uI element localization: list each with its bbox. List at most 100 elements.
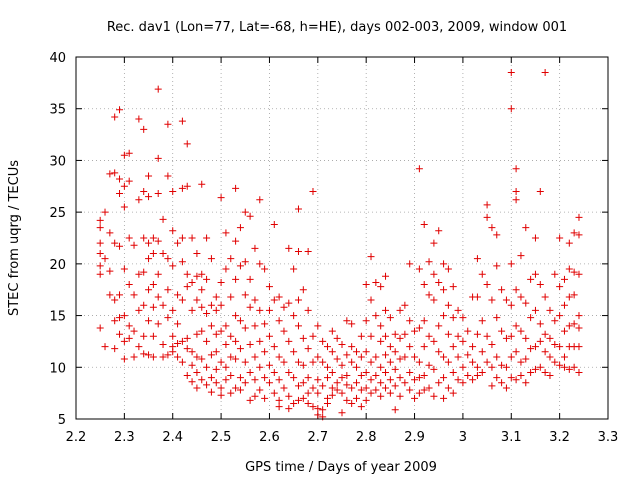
- data-point: [411, 327, 419, 335]
- y-tick-label: 25: [49, 206, 66, 221]
- x-tick-label: 2.6: [259, 430, 280, 445]
- data-point: [415, 358, 423, 366]
- data-point: [285, 244, 293, 252]
- data-point: [473, 293, 481, 301]
- data-point: [401, 353, 409, 361]
- data-point: [294, 358, 302, 366]
- data-point: [106, 291, 114, 299]
- data-point: [111, 239, 119, 247]
- x-tick-labels: 2.2 2.3 2.4 2.5 2.6 2.7 2.8 2.9 3 3.1 3.2 3.3: [66, 430, 619, 445]
- data-point: [415, 165, 423, 173]
- data-point: [193, 330, 201, 338]
- data-point: [280, 303, 288, 311]
- data-point: [493, 374, 501, 382]
- data-point: [556, 312, 564, 320]
- data-point: [183, 270, 191, 278]
- data-point: [483, 213, 491, 221]
- data-point: [517, 327, 525, 335]
- data-point: [111, 169, 119, 177]
- data-point: [440, 353, 448, 361]
- data-point: [435, 322, 443, 330]
- data-point: [222, 265, 230, 273]
- x-tick-label: 2.5: [211, 430, 232, 445]
- data-point: [111, 317, 119, 325]
- data-point: [270, 343, 278, 351]
- data-point: [135, 270, 143, 278]
- data-point: [396, 334, 404, 342]
- data-point: [290, 348, 298, 356]
- data-point: [135, 115, 143, 123]
- data-point: [391, 382, 399, 390]
- data-point: [203, 337, 211, 345]
- data-point: [517, 252, 525, 260]
- data-point: [96, 250, 104, 258]
- data-point: [483, 332, 491, 340]
- data-point: [178, 258, 186, 266]
- data-point: [251, 296, 259, 304]
- data-point: [164, 351, 172, 359]
- data-point: [265, 283, 273, 291]
- data-point: [193, 384, 201, 392]
- data-point: [401, 330, 409, 338]
- data-point: [440, 394, 448, 402]
- data-point: [353, 348, 361, 356]
- data-point: [357, 353, 365, 361]
- x-tick-label: 2.2: [66, 430, 87, 445]
- data-point: [560, 275, 568, 283]
- data-point: [565, 322, 573, 330]
- data-point: [140, 332, 148, 340]
- y-tick-label: 20: [49, 258, 66, 273]
- data-point: [232, 384, 240, 392]
- data-point: [522, 379, 530, 387]
- data-point: [425, 361, 433, 369]
- data-point: [498, 286, 506, 294]
- data-point: [236, 386, 244, 394]
- data-point: [541, 348, 549, 356]
- data-point: [541, 368, 549, 376]
- data-point: [348, 384, 356, 392]
- data-point: [488, 224, 496, 232]
- data-point: [203, 310, 211, 318]
- data-point: [193, 250, 201, 258]
- data-point: [256, 386, 264, 394]
- data-point: [570, 268, 578, 276]
- data-point: [140, 234, 148, 242]
- data-point: [512, 322, 520, 330]
- data-point: [241, 358, 249, 366]
- data-point: [174, 339, 182, 347]
- data-point: [314, 376, 322, 384]
- data-point: [440, 260, 448, 268]
- data-point: [575, 270, 583, 278]
- data-point: [502, 363, 510, 371]
- data-point: [222, 322, 230, 330]
- data-point: [386, 389, 394, 397]
- data-point: [546, 353, 554, 361]
- data-point: [498, 379, 506, 387]
- data-point: [420, 281, 428, 289]
- data-point: [236, 317, 244, 325]
- data-point: [357, 332, 365, 340]
- data-point: [261, 348, 269, 356]
- data-point: [449, 283, 457, 291]
- data-point: [314, 389, 322, 397]
- data-point: [130, 291, 138, 299]
- data-point: [319, 337, 327, 345]
- data-point: [353, 379, 361, 387]
- data-point: [145, 286, 153, 294]
- data-point: [454, 332, 462, 340]
- data-point: [323, 363, 331, 371]
- data-point: [372, 372, 380, 380]
- data-point: [212, 379, 220, 387]
- data-point: [396, 374, 404, 382]
- data-point: [415, 324, 423, 332]
- data-point: [357, 386, 365, 394]
- data-point: [391, 348, 399, 356]
- data-point: [353, 394, 361, 402]
- data-point: [430, 270, 438, 278]
- data-point: [406, 317, 414, 325]
- data-point: [541, 330, 549, 338]
- data-point: [473, 255, 481, 263]
- data-point: [512, 348, 520, 356]
- data-point: [130, 241, 138, 249]
